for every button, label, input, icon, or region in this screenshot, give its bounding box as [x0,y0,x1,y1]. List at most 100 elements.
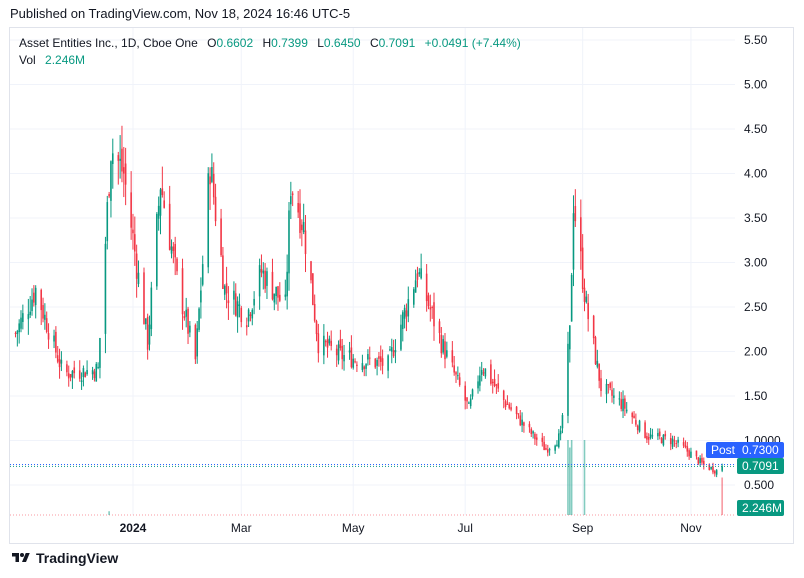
candle-body [420,268,422,279]
candle-body [624,398,626,409]
candle-body [312,273,314,305]
candle-body [534,433,536,440]
candle-body [352,358,355,368]
candle-body [135,253,138,279]
candle-body [176,258,178,272]
candle-body [699,458,701,464]
x-tick-label: 2024 [120,521,147,535]
x-axis: 2024 Mar May Jul Sep Nov [120,521,702,535]
candle-body [715,470,718,475]
candle-body [592,315,595,339]
candle-body [227,300,230,304]
candle-body [137,272,140,285]
volume-label: Vol [19,53,36,67]
candle-body [47,333,50,340]
candle-body [111,153,114,164]
candle-body [95,363,98,382]
candle-body [189,325,191,333]
candle-body [541,437,544,442]
candle-body [288,210,290,274]
candle-body [394,350,397,353]
candle-body [710,467,712,469]
candle-body [146,316,149,350]
candle-body [429,307,432,310]
x-tick-label: Nov [680,521,701,535]
footer: TradingView [10,550,118,566]
candle-body [457,375,459,377]
candle-body [508,404,511,409]
candle-body [559,430,562,435]
candle-body [521,419,523,426]
candle-body [82,368,85,377]
candle-body [631,412,634,418]
candle-body [91,370,94,375]
candle-body [363,366,366,369]
candle-body [31,299,33,312]
candle-body [284,294,287,297]
volume-value: 2.246M [45,53,86,67]
candle-body [108,194,110,197]
candle-body [299,203,301,233]
candle-body [368,357,371,359]
candle-body [635,420,637,425]
candle-body [532,431,534,434]
candle-body [622,398,624,412]
candle-body [605,383,608,395]
candle-body [638,420,641,432]
candle-body [207,173,210,268]
candle-body [697,457,700,464]
candle-body [392,350,395,357]
candle-body [148,324,151,345]
candle-body [323,335,325,356]
volume-bar [721,477,723,515]
candle-body [517,413,520,415]
candle-body [271,271,274,300]
candle-body [644,422,646,439]
candle-body [73,367,76,374]
volume-bar [570,440,573,515]
candle-body [440,334,443,354]
x-tick-label: Sep [572,521,594,535]
candle-body [339,339,342,349]
candle-body [365,364,367,369]
candle-body [442,339,444,353]
candle-body [55,331,57,353]
candle-body [497,383,500,389]
candle-body [695,450,698,457]
candle-body [545,448,547,450]
candle-body [480,369,483,375]
y-tick-label: 4.50 [744,122,768,136]
candle-body [354,361,356,363]
candle-body [20,317,22,329]
candle-body [675,443,678,445]
candle-body [335,348,338,356]
y-tick-label: 5.50 [744,33,768,47]
candle-body [379,356,382,362]
candle-body [119,158,121,161]
candle-body [27,314,30,320]
candle-body [56,355,59,362]
volume-tag-text: 2.246M [742,501,783,515]
candle-body [225,283,228,294]
candle-body [567,343,569,416]
candle-body [337,344,340,361]
candle-body [502,390,505,401]
candle-body [491,381,494,384]
candle-body [80,380,83,383]
low-label: L [317,36,324,50]
y-tick-label: 1.50 [744,389,768,403]
x-tick-label: Mar [231,521,252,535]
candle-body [196,328,199,357]
candle-body [390,347,393,352]
candle-body [66,364,68,373]
candle-body [78,370,81,379]
candle-body [198,308,200,330]
candle-body [110,161,112,201]
candle-body [220,218,222,256]
candle-body [613,395,615,398]
candle-body [376,359,378,366]
candle-body [418,272,421,275]
candle-body [673,440,676,442]
candle-body [201,264,204,285]
